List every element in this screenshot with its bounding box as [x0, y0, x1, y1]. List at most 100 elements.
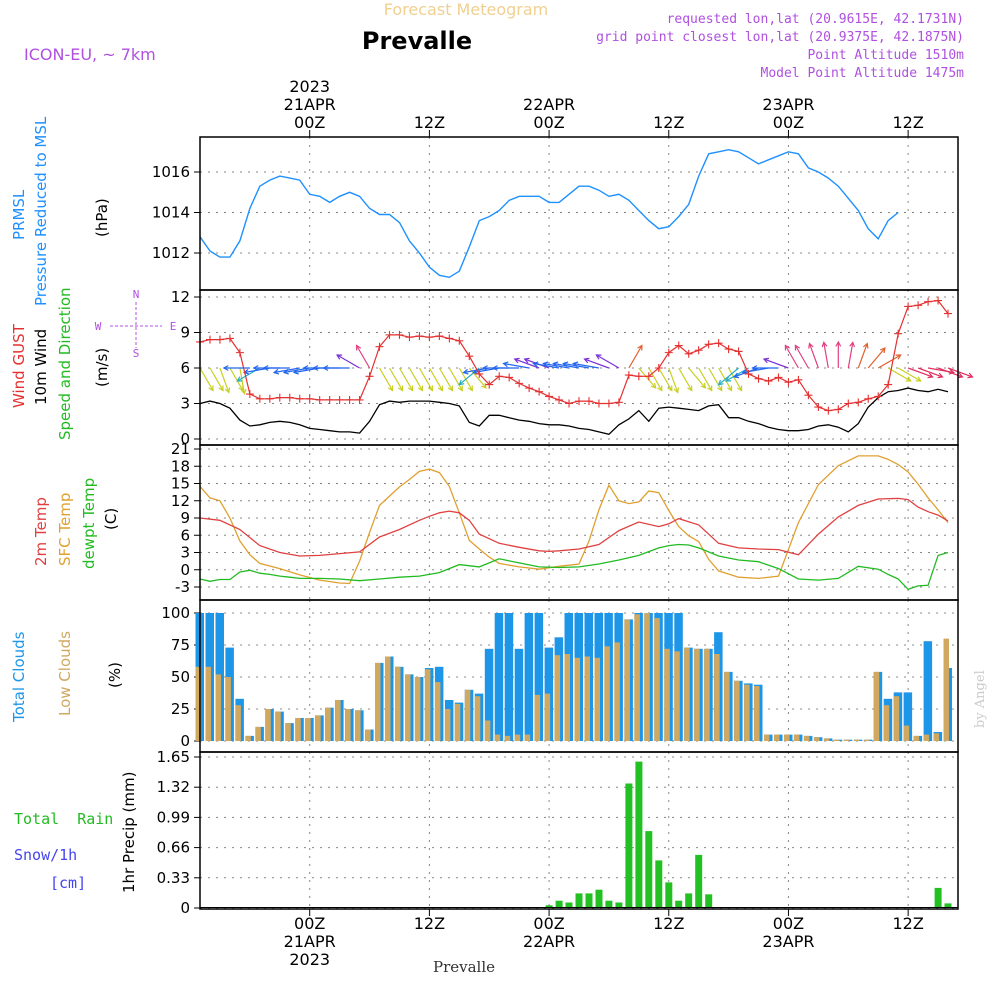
wind-arrow-head-2 — [224, 387, 231, 394]
bottom-time-label-2-0: 00Z — [533, 914, 564, 933]
wind-arrow-head-20 — [407, 385, 414, 392]
bottom-time-label-0-1: 21APR — [284, 932, 336, 951]
wind-arrow-head-22 — [427, 385, 434, 392]
wind-arrow-head-19 — [397, 385, 404, 392]
wind-arrow-53 — [728, 367, 743, 391]
precip-bar-15 — [695, 854, 703, 908]
gust-point-68 — [874, 392, 883, 401]
wind-arrow-63 — [823, 342, 829, 369]
wind-arrow-head-45 — [657, 385, 663, 392]
low-cloud-bar-39 — [584, 656, 590, 741]
wind-arrow-48 — [678, 367, 693, 391]
wind-arrow-head-16 — [336, 354, 343, 360]
low-cloud-bar-12 — [315, 715, 321, 741]
total-rain-label: Total Rain — [14, 810, 113, 828]
low-cloud-bar-49 — [684, 647, 690, 741]
precip-bar-20 — [944, 903, 952, 908]
precip-ytick-label-0: 0 — [180, 899, 190, 917]
wind-arrow-head-59 — [762, 357, 770, 364]
wind-arrow-head-50 — [707, 385, 713, 392]
gust-point-59 — [784, 378, 793, 387]
low-cloud-bar-36 — [554, 655, 561, 741]
gust-point-75 — [944, 309, 953, 318]
wind-arrow-head-49 — [700, 382, 707, 389]
pressure-plot-area — [200, 137, 958, 290]
gust-point-26 — [455, 336, 464, 345]
wind-arrow-17 — [356, 345, 371, 369]
low-cloud-bar-55 — [744, 684, 750, 741]
top-time-label-1-0: 12Z — [414, 113, 445, 132]
gust-point-22 — [415, 332, 424, 341]
wind-10m-label: 10m Wind — [32, 329, 50, 405]
wind-arrow-head-25 — [457, 385, 463, 392]
wind-arrow-head-74 — [957, 372, 964, 379]
gust-point-47 — [664, 348, 673, 357]
wind-arrow-head-67 — [880, 347, 886, 354]
low-cloud-bar-62 — [813, 737, 820, 741]
gust-point-74 — [934, 296, 943, 305]
low-cloud-bar-50 — [694, 648, 700, 741]
low-cloud-bar-67 — [863, 739, 870, 741]
wind-arrow-72 — [917, 367, 943, 378]
gust-point-1 — [205, 335, 214, 344]
wind-arrow-head-31 — [481, 365, 488, 371]
top-time-label-0-0: 2023 — [289, 77, 330, 96]
bottom-time-label-4-1: 23APR — [762, 932, 814, 951]
wind-arrow-head-39 — [562, 361, 569, 368]
total-cloud-bar-30 — [494, 613, 504, 741]
gust-point-13 — [325, 395, 334, 404]
wind-arrow-71 — [907, 367, 933, 378]
gust-point-24 — [435, 332, 444, 341]
bottom-location-name: Prevalle — [433, 958, 495, 976]
low-cloud-bar-46 — [654, 618, 660, 741]
wind-arrow-head-32 — [491, 365, 498, 371]
low-cloud-bar-35 — [544, 693, 551, 741]
low-cloud-bar-37 — [564, 654, 570, 741]
wind-arrow-44 — [638, 367, 657, 389]
wind-arrow-head-15 — [322, 365, 329, 371]
wind-arrow-head-47 — [673, 387, 679, 394]
precip-bar-2 — [565, 902, 573, 908]
top-time-label-4-1: 00Z — [773, 113, 804, 132]
pressure-series-line — [199, 148, 899, 279]
requested-lonlat: requested lon,lat (20.9615E, 42.1731N) — [667, 12, 964, 27]
wind-ytick-label-0: 0 — [180, 430, 190, 448]
low-cloud-bar-68 — [873, 671, 880, 741]
gust-point-40 — [594, 399, 603, 408]
precip-axis-label: 1hr Precip (mm) — [120, 772, 138, 893]
wind-arrow-head-6 — [236, 376, 243, 382]
gust-point-37 — [565, 399, 574, 408]
bottom-time-label-3-0: 12Z — [653, 914, 684, 933]
precip-plot-area — [200, 752, 958, 909]
precip-ytick-label-4: 1.32 — [157, 778, 190, 796]
low-cloud-bar-61 — [803, 735, 810, 741]
precip-bar-19 — [934, 887, 942, 908]
gust-point-32 — [515, 379, 524, 388]
wind-arrow-head-11 — [282, 368, 289, 375]
wind-arrow-54 — [718, 367, 739, 386]
precip-bar-8 — [625, 783, 633, 908]
low-cloud-bar-29 — [484, 720, 491, 741]
gust-point-5 — [245, 390, 254, 399]
low-cloud-bar-18 — [375, 662, 381, 741]
low-cloud-bar-26 — [454, 703, 461, 741]
wind-arrow-42 — [596, 354, 620, 369]
low-cloud-bar-64 — [833, 739, 840, 741]
wind-arrow-16 — [336, 354, 360, 369]
wind-arrow-head-28 — [458, 379, 465, 386]
temp-ytick-label-1: 0 — [180, 561, 190, 579]
gust-point-9 — [285, 393, 294, 402]
low-cloud-bar-65 — [843, 739, 850, 741]
low-cloud-bar-0 — [195, 666, 201, 741]
gust-point-36 — [555, 395, 564, 404]
clouds-unit: (%) — [106, 662, 124, 688]
low-cloud-bar-32 — [514, 734, 521, 741]
gust-point-65 — [844, 399, 853, 408]
temp-ytick-label-2: 3 — [180, 544, 190, 562]
cloud-bars — [195, 613, 952, 741]
gust-point-29 — [485, 380, 494, 389]
top-time-label-4-0: 23APR — [762, 95, 814, 114]
gust-point-55 — [744, 369, 753, 378]
precip-bar-9 — [635, 761, 643, 908]
precip-bar-12 — [665, 882, 673, 908]
